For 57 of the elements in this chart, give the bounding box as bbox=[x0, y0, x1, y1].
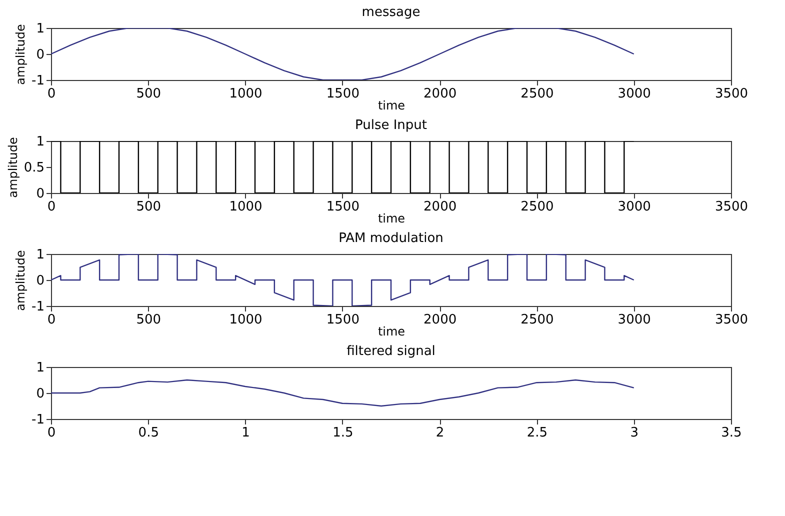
x-tick-label: 3000 bbox=[618, 86, 651, 102]
x-tick-label: 1500 bbox=[326, 86, 360, 102]
y-tick-label: 0 bbox=[36, 186, 44, 202]
y-tick-label: 0 bbox=[36, 274, 44, 288]
y-tick-label: -1 bbox=[32, 74, 44, 88]
y-tick-label: 1 bbox=[36, 360, 44, 376]
y-axis-title: amplitude bbox=[14, 24, 28, 85]
x-tick-label: 1000 bbox=[229, 200, 262, 214]
x-tick-label: 3500 bbox=[714, 200, 748, 214]
x-tick-label: 2500 bbox=[520, 200, 554, 214]
x-tick-label: 2000 bbox=[424, 312, 457, 328]
line-series bbox=[51, 28, 634, 80]
x-tick-label: 3 bbox=[630, 426, 638, 440]
x-tick-label: 1500 bbox=[326, 312, 360, 328]
x-tick-label: 0 bbox=[47, 200, 56, 214]
y-tick-label: 1 bbox=[36, 248, 44, 262]
x-tick-label: 2500 bbox=[520, 86, 554, 102]
chart-title: message bbox=[362, 5, 420, 20]
y-tick-label: -1 bbox=[32, 412, 44, 428]
x-tick-label: 1500 bbox=[326, 200, 360, 214]
x-tick-label: 3000 bbox=[618, 312, 651, 328]
x-tick-label: 3500 bbox=[714, 86, 748, 102]
line-series bbox=[51, 254, 634, 306]
x-tick-label: 0 bbox=[47, 312, 56, 328]
x-axis-title: time bbox=[378, 324, 406, 338]
x-tick-label: 1000 bbox=[229, 86, 262, 102]
x-tick-label: 3000 bbox=[618, 200, 651, 214]
x-tick-label: 2500 bbox=[520, 312, 554, 328]
y-axis-title: amplitude bbox=[14, 250, 28, 311]
y-tick-label: 0 bbox=[36, 48, 44, 62]
chart-title: filtered signal bbox=[346, 344, 436, 359]
x-tick-label: 2 bbox=[436, 426, 444, 440]
x-tick-label: 0 bbox=[47, 426, 56, 440]
y-tick-label: 0 bbox=[36, 386, 44, 402]
x-tick-label: 3500 bbox=[714, 312, 748, 328]
x-tick-label: 3.5 bbox=[721, 426, 742, 440]
y-tick-label: 1 bbox=[36, 22, 44, 36]
x-tick-label: 500 bbox=[136, 200, 162, 214]
y-tick-label: 1 bbox=[36, 134, 44, 150]
x-tick-label: 500 bbox=[136, 86, 162, 102]
line-series bbox=[51, 379, 634, 407]
x-tick-label: 1 bbox=[242, 426, 250, 440]
y-axis-title: amplitude bbox=[6, 137, 20, 198]
x-axis-title: time bbox=[378, 98, 406, 112]
x-tick-label: 2000 bbox=[424, 200, 457, 214]
x-tick-label: 1.5 bbox=[332, 426, 354, 440]
chart-title: PAM modulation bbox=[338, 231, 444, 246]
y-tick-label: -1 bbox=[32, 300, 44, 314]
x-axis-title: time bbox=[378, 212, 406, 226]
x-tick-label: 2000 bbox=[424, 86, 457, 102]
x-tick-label: 0.5 bbox=[138, 426, 159, 440]
x-tick-label: 2.5 bbox=[526, 426, 548, 440]
y-tick-label: 0.5 bbox=[24, 160, 44, 176]
x-tick-label: 0 bbox=[47, 86, 56, 102]
x-tick-label: 1000 bbox=[229, 312, 262, 328]
x-tick-label: 500 bbox=[136, 312, 162, 328]
chart-title: Pulse Input bbox=[354, 118, 428, 133]
